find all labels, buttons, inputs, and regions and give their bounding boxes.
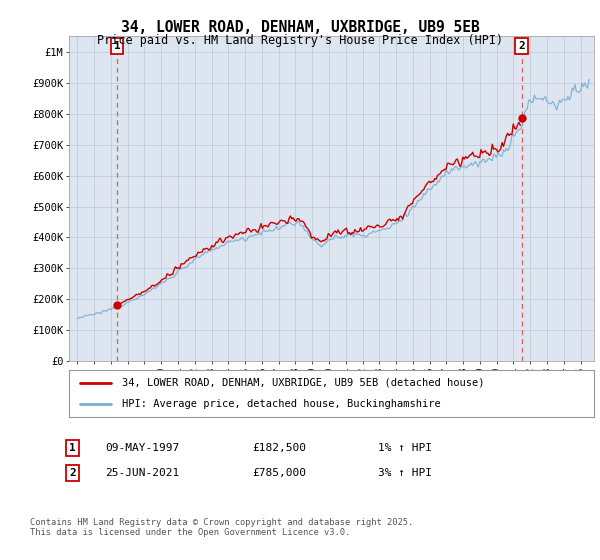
Text: £182,500: £182,500 [252,443,306,453]
Text: 2: 2 [518,41,525,52]
Text: HPI: Average price, detached house, Buckinghamshire: HPI: Average price, detached house, Buck… [121,399,440,409]
Text: Contains HM Land Registry data © Crown copyright and database right 2025.
This d: Contains HM Land Registry data © Crown c… [30,518,413,538]
Text: Price paid vs. HM Land Registry's House Price Index (HPI): Price paid vs. HM Land Registry's House … [97,34,503,46]
Text: 34, LOWER ROAD, DENHAM, UXBRIDGE, UB9 5EB (detached house): 34, LOWER ROAD, DENHAM, UXBRIDGE, UB9 5E… [121,378,484,388]
Text: 3% ↑ HPI: 3% ↑ HPI [378,468,432,478]
Text: 09-MAY-1997: 09-MAY-1997 [105,443,179,453]
Text: 25-JUN-2021: 25-JUN-2021 [105,468,179,478]
Text: 2: 2 [69,468,76,478]
Text: 1: 1 [69,443,76,453]
Text: 34, LOWER ROAD, DENHAM, UXBRIDGE, UB9 5EB: 34, LOWER ROAD, DENHAM, UXBRIDGE, UB9 5E… [121,20,479,35]
Text: 1% ↑ HPI: 1% ↑ HPI [378,443,432,453]
Text: 1: 1 [113,41,121,52]
Text: £785,000: £785,000 [252,468,306,478]
